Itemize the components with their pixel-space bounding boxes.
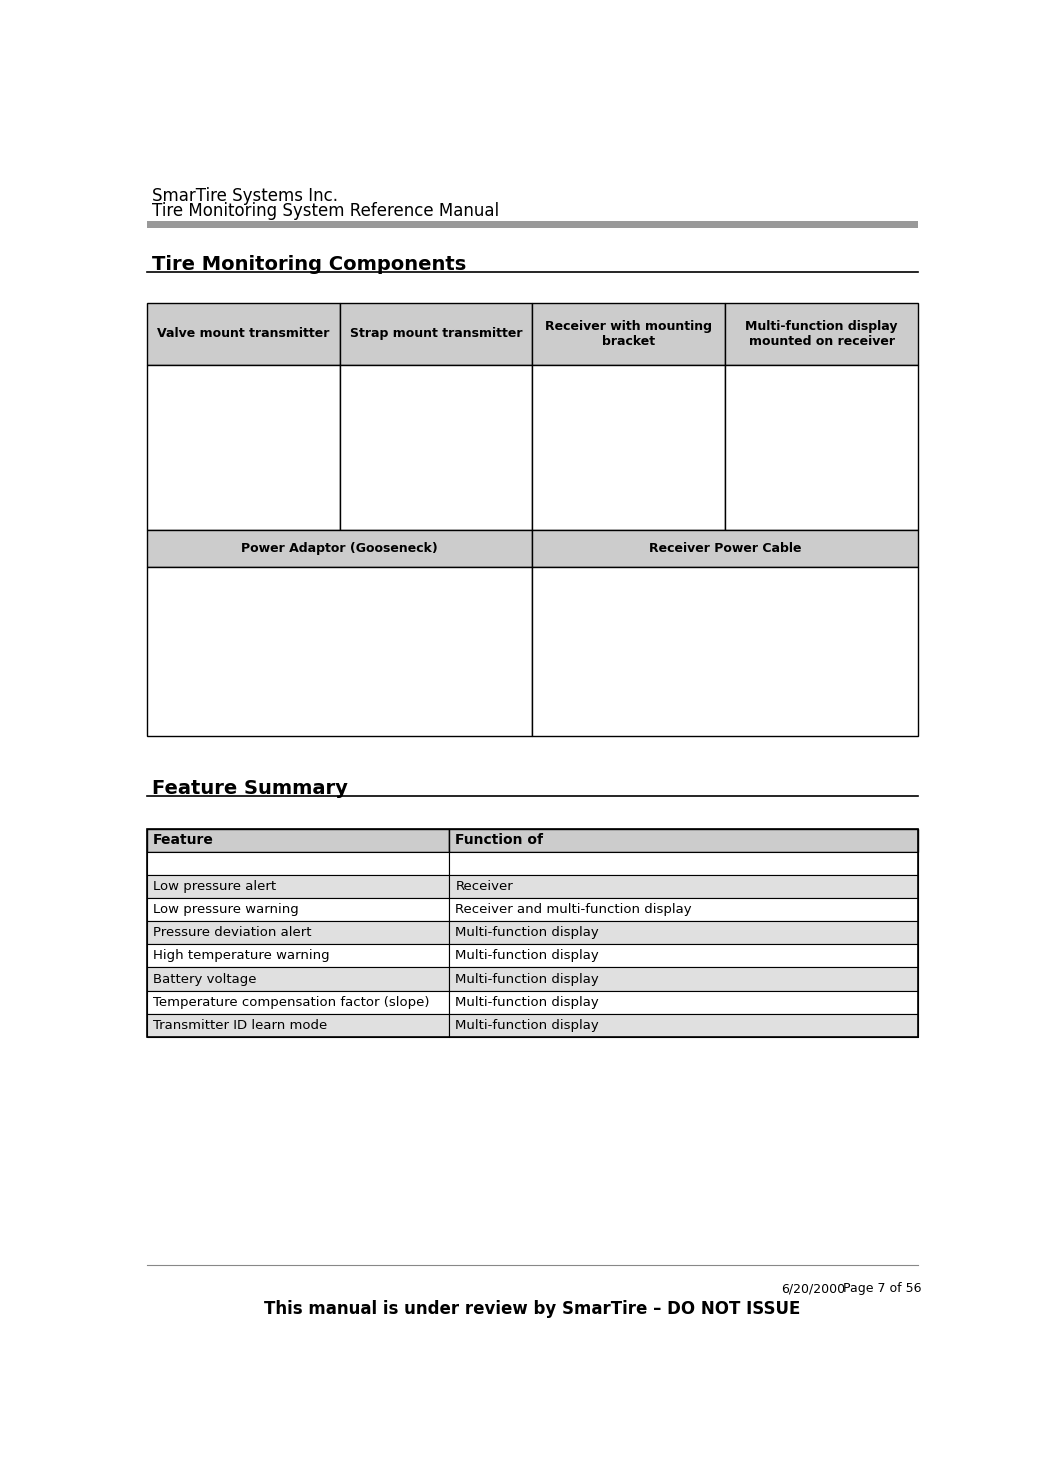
Bar: [340, 303, 532, 365]
Bar: [146, 875, 449, 899]
Text: Multi-function display: Multi-function display: [455, 995, 600, 1009]
Text: Multi-function display: Multi-function display: [455, 927, 600, 940]
Text: Page 7 of 56: Page 7 of 56: [843, 1283, 922, 1296]
Text: Tire Monitoring Components: Tire Monitoring Components: [152, 255, 465, 274]
Text: Low pressure alert: Low pressure alert: [153, 880, 276, 893]
Bar: [532, 567, 918, 736]
Text: This manual is under review by SmarTire – DO NOT ISSUE: This manual is under review by SmarTire …: [264, 1300, 800, 1318]
Text: Receiver Power Cable: Receiver Power Cable: [649, 542, 801, 556]
Text: Receiver with mounting
bracket: Receiver with mounting bracket: [545, 320, 713, 347]
Text: Valve mount transmitter: Valve mount transmitter: [157, 327, 329, 340]
Text: Tire Monitoring System Reference Manual: Tire Monitoring System Reference Manual: [152, 202, 499, 220]
Text: Strap mount transmitter: Strap mount transmitter: [350, 327, 523, 340]
Text: Multi-function display: Multi-function display: [455, 972, 600, 985]
Bar: [146, 1013, 449, 1036]
Bar: [532, 531, 918, 567]
Bar: [725, 303, 918, 365]
Text: Multi-function display: Multi-function display: [455, 950, 600, 963]
Bar: [146, 828, 918, 1036]
Text: Function of: Function of: [455, 834, 543, 847]
Bar: [449, 852, 918, 875]
Text: Receiver and multi-function display: Receiver and multi-function display: [455, 903, 692, 916]
Bar: [146, 365, 340, 531]
Bar: [146, 567, 532, 736]
Text: High temperature warning: High temperature warning: [153, 950, 329, 963]
Bar: [146, 852, 449, 875]
Text: Feature: Feature: [153, 834, 214, 847]
Bar: [146, 220, 918, 227]
Bar: [449, 828, 918, 852]
Bar: [146, 968, 449, 991]
Bar: [449, 991, 918, 1013]
Text: 6/20/2000: 6/20/2000: [781, 1283, 845, 1296]
Bar: [449, 875, 918, 899]
Bar: [146, 531, 532, 567]
Text: Power Adaptor (Gooseneck): Power Adaptor (Gooseneck): [241, 542, 438, 556]
Bar: [449, 899, 918, 921]
Text: Temperature compensation factor (slope): Temperature compensation factor (slope): [153, 995, 429, 1009]
Bar: [725, 365, 918, 531]
Bar: [532, 303, 725, 365]
Text: Receiver: Receiver: [455, 880, 513, 893]
Text: Transmitter ID learn mode: Transmitter ID learn mode: [153, 1019, 327, 1032]
Bar: [146, 991, 449, 1013]
Bar: [449, 921, 918, 944]
Bar: [449, 968, 918, 991]
Bar: [532, 365, 725, 531]
Text: SmarTire Systems Inc.: SmarTire Systems Inc.: [152, 188, 338, 205]
Bar: [146, 303, 340, 365]
Bar: [340, 365, 532, 531]
Bar: [449, 944, 918, 968]
Bar: [146, 921, 449, 944]
Text: Low pressure warning: Low pressure warning: [153, 903, 299, 916]
Bar: [449, 1013, 918, 1036]
Text: Multi-function display: Multi-function display: [455, 1019, 600, 1032]
Text: Multi-function display
mounted on receiver: Multi-function display mounted on receiv…: [745, 320, 898, 347]
Text: Pressure deviation alert: Pressure deviation alert: [153, 927, 312, 940]
Text: Battery voltage: Battery voltage: [153, 972, 257, 985]
Text: Feature Summary: Feature Summary: [152, 778, 347, 798]
Bar: [146, 944, 449, 968]
Bar: [146, 828, 449, 852]
Bar: [146, 899, 449, 921]
